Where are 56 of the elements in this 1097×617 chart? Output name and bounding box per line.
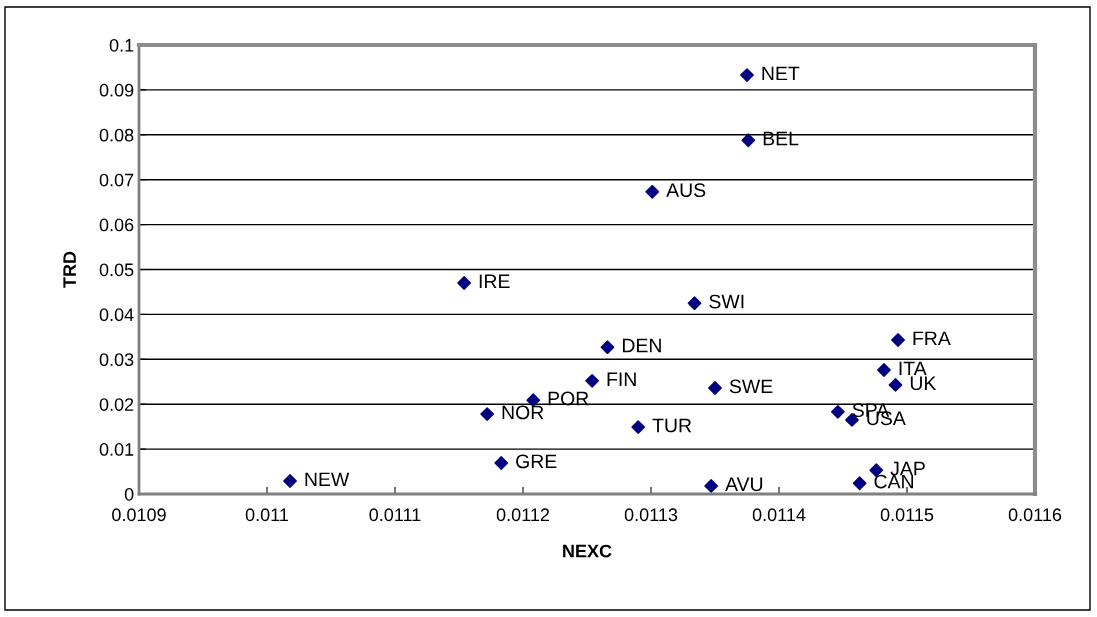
annotation: UK (910, 376, 937, 391)
annotation: NEW (305, 472, 350, 487)
point (888, 377, 903, 392)
x-tick-label: 0.0111 (369, 508, 421, 522)
point (830, 404, 845, 419)
point (704, 479, 719, 493)
point (645, 184, 660, 199)
x-tick-label: 0.0114 (752, 508, 806, 522)
annotation: TUR (652, 418, 692, 433)
annotation: DEN (622, 338, 661, 353)
annotation: NET (762, 66, 800, 81)
annotation: JAP (890, 461, 925, 476)
point (740, 68, 754, 82)
x-tick-label: 0.0116 (1008, 508, 1062, 522)
point (457, 276, 472, 290)
point (687, 296, 702, 311)
point (480, 407, 495, 421)
x-tick-label: 0.0115 (880, 508, 934, 522)
annotation: FIN (607, 372, 636, 386)
x-axis-title: NEXC (563, 544, 612, 558)
point (708, 381, 722, 395)
annotation: IRE (479, 274, 510, 288)
annotation: AUS (666, 183, 706, 198)
point (631, 420, 646, 435)
y-tick-label: 0.03 (99, 353, 134, 367)
annotation: SWE (729, 379, 773, 394)
point (741, 133, 756, 148)
y-tick-label: 0.01 (99, 443, 134, 456)
annotation: SWI (709, 294, 744, 309)
annotation: ITA (899, 361, 927, 376)
x-tick-label: 0.0109 (112, 508, 166, 522)
point (600, 340, 615, 355)
y-axis-title: TRD (63, 251, 76, 288)
x-tick-label: 0.0113 (624, 508, 678, 522)
y-tick-label: 0.06 (99, 218, 134, 232)
point (494, 456, 509, 470)
annotation: AVU (725, 477, 763, 492)
point (283, 474, 297, 488)
annotation: GRE (516, 454, 557, 469)
y-tick-label: 0.08 (99, 128, 134, 142)
y-tick-label: 0.1 (109, 38, 134, 52)
y-tick-label: 0.02 (99, 398, 134, 411)
point (585, 373, 600, 388)
y-tick-label: 0.09 (99, 83, 134, 97)
annotation: CAN (874, 474, 913, 489)
point (891, 333, 905, 347)
y-tick-label: 0 (124, 487, 134, 501)
x-tick-label: 0.011 (245, 508, 289, 522)
x-tick-label: 0.0112 (496, 508, 550, 522)
point (852, 476, 867, 491)
annotation: FRA (913, 331, 951, 346)
point (877, 363, 891, 377)
y-tick-label: 0.04 (99, 308, 134, 322)
y-tick-label: 0.05 (99, 263, 134, 277)
annotation: NOR (502, 405, 544, 420)
y-tick-label: 0.07 (99, 173, 134, 187)
